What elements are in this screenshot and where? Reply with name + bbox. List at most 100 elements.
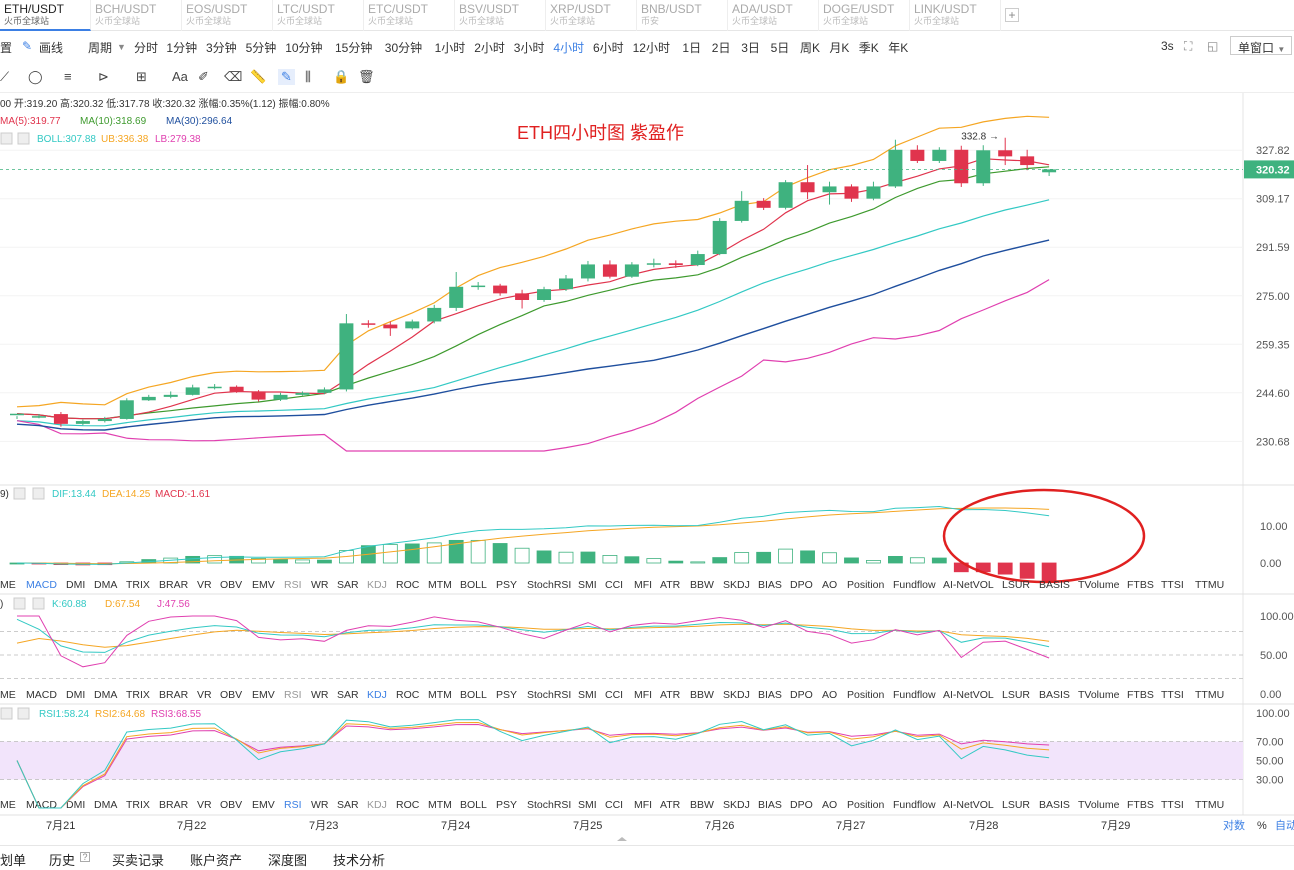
add-tab-button[interactable]: + <box>1005 8 1019 22</box>
brush-tool-icon[interactable]: ✐ <box>198 69 209 84</box>
indicator-tab: DPO <box>790 799 813 811</box>
tab-eth-usdt[interactable]: ETH/USDT 火币全球站 <box>0 0 91 31</box>
period-button[interactable]: 周期 <box>88 41 113 55</box>
lock-tool-icon[interactable]: 🔒 <box>333 69 350 84</box>
period-1小时[interactable]: 1小时 <box>434 41 466 55</box>
period-4小时[interactable]: 4小时 <box>553 41 585 55</box>
period-周K[interactable]: 周K <box>800 41 821 55</box>
tab-bsv-usdt[interactable]: BSV/USDT 火币全球站 <box>455 0 546 31</box>
tab-ada-usdt[interactable]: ADA/USDT 火币全球站 <box>728 0 819 31</box>
period-5日[interactable]: 5日 <box>770 41 790 55</box>
magnet-tool-icon[interactable]: ✎ <box>278 69 295 85</box>
bottom-tab-4[interactable]: 深度图 <box>268 853 308 868</box>
indicator-tab: FTBS <box>1127 689 1154 701</box>
candle-body <box>624 264 639 277</box>
indicator-tab: MTM <box>428 799 452 811</box>
refresh-interval[interactable]: 3s <box>1161 39 1174 53</box>
draw-button[interactable]: 画线 <box>39 41 64 55</box>
indicator-tab: WR <box>311 579 329 591</box>
period-10分钟[interactable]: 10分钟 <box>285 41 323 55</box>
tab-symbol: ETH/USDT <box>4 2 64 16</box>
macd-histogram-bar <box>426 542 442 564</box>
tab-xrp-usdt[interactable]: XRP/USDT 火币全球站 <box>546 0 637 31</box>
indicator-tab: StochRSI <box>527 799 571 811</box>
candle-body <box>910 149 925 161</box>
period-30分钟[interactable]: 30分钟 <box>384 41 423 55</box>
bottom-tab-0[interactable]: 划单 <box>0 853 27 868</box>
chart-annotation-text: ETH四小时图 紫盈作 <box>517 123 684 143</box>
chevron-down-icon: ▼ <box>117 42 126 52</box>
period-2小时[interactable]: 2小时 <box>474 41 505 55</box>
line-tool-icon[interactable]: ⟋ <box>0 69 10 84</box>
indicator-tab: SAR <box>337 689 359 701</box>
period-1分钟[interactable]: 1分钟 <box>166 41 198 55</box>
period-15分钟[interactable]: 15分钟 <box>335 41 373 55</box>
macd-histogram-bar <box>909 557 925 564</box>
indicator-tab: Fundflow <box>893 579 936 591</box>
pencil-icon[interactable]: ✎ <box>22 39 33 53</box>
circle-tool-icon[interactable]: ◯ <box>28 69 43 84</box>
indicator-tab: BIAS <box>758 689 782 701</box>
indicator-tab: FTBS <box>1127 799 1154 811</box>
window-icon[interactable]: ◱ <box>1207 39 1219 53</box>
period-分时[interactable]: 分时 <box>134 41 159 55</box>
period-月K[interactable]: 月K <box>829 41 850 55</box>
kdj-prefix: ) <box>0 599 3 610</box>
fullscreen-icon[interactable]: ⛶ <box>1184 39 1193 53</box>
ruler-tool-icon[interactable]: 📏 <box>250 69 267 84</box>
chart-area[interactable]: 327.82 309.17 291.59 275.00 259.35 244.60 230.… <box>0 0 1294 845</box>
grid-tool-icon[interactable]: ⊞ <box>136 69 147 84</box>
tab-ltc-usdt[interactable]: LTC/USDT 火币全球站 <box>273 0 364 31</box>
period-3小时[interactable]: 3小时 <box>513 41 545 55</box>
period-3日[interactable]: 3日 <box>741 41 760 55</box>
indicator-tab: ROC <box>396 689 420 701</box>
tab-bch-usdt[interactable]: BCH/USDT 火币全球站 <box>91 0 182 31</box>
period-年K[interactable]: 年K <box>888 41 909 55</box>
period-12小时[interactable]: 12小时 <box>632 41 670 55</box>
indicator-tab: BOLL <box>460 799 487 811</box>
macd-histogram-bar <box>558 551 574 564</box>
window-select[interactable]: 单窗口 ▼ <box>1230 36 1293 55</box>
eraser-tool-icon[interactable]: ⌫ <box>224 69 243 84</box>
candle-tool-icon[interactable]: ⫼ <box>305 69 311 84</box>
indicator-tab: SKDJ <box>723 689 750 701</box>
candle-body <box>690 254 705 266</box>
candle-body <box>10 413 24 416</box>
period-3分钟[interactable]: 3分钟 <box>206 41 237 55</box>
period-6小时[interactable]: 6小时 <box>593 41 624 55</box>
period-2日[interactable]: 2日 <box>711 41 731 55</box>
tab-link-usdt[interactable]: LINK/USDT 火币全球站 <box>910 0 1001 31</box>
tab-exchange: 火币全球站 <box>823 16 869 26</box>
candle-body <box>537 289 552 300</box>
indicator-tab: AO <box>822 579 837 591</box>
bottom-tab-1[interactable]: 历史 <box>49 853 76 868</box>
help-icon[interactable]: ? <box>80 852 90 862</box>
period-1日[interactable]: 1日 <box>682 41 702 55</box>
tab-etc-usdt[interactable]: ETC/USDT 火币全球站 <box>364 0 455 31</box>
macd-histogram-bar <box>492 543 508 564</box>
tab-eos-usdt[interactable]: EOS/USDT 火币全球站 <box>182 0 273 31</box>
tab-doge-usdt[interactable]: DOGE/USDT 火币全球站 <box>819 0 910 31</box>
bottom-tab-2[interactable]: 买卖记录 <box>112 853 165 868</box>
indicator-tab: TRIX <box>126 799 150 811</box>
bottom-tab-3[interactable]: 账户资产 <box>190 853 243 868</box>
tab-exchange: 火币全球站 <box>368 16 414 26</box>
tab-symbol: BNB/USDT <box>641 2 702 16</box>
ma30-line <box>16 239 1050 431</box>
tab-bnb-usdt[interactable]: BNB/USDT 币安 <box>637 0 728 31</box>
dif-line <box>16 505 1050 565</box>
period-5分钟[interactable]: 5分钟 <box>245 41 277 55</box>
candle-body <box>449 286 464 308</box>
period-季K[interactable]: 季K <box>858 41 879 55</box>
text-tool-icon[interactable]: Aa <box>172 69 188 84</box>
parallel-tool-icon[interactable]: ≡ <box>64 69 72 84</box>
candle-body <box>580 264 595 279</box>
macd-histogram-bar <box>536 550 552 564</box>
j-line <box>17 615 1050 668</box>
bottom-tab-5[interactable]: 技术分析 <box>333 853 386 868</box>
settings-button[interactable]: 置 <box>0 41 13 55</box>
macd-histogram-bar <box>273 558 288 564</box>
trash-icon[interactable]: 🗑 <box>358 69 375 84</box>
dea-legend: DEA:14.25 <box>102 489 151 500</box>
pitchfork-tool-icon[interactable]: ⊳ <box>98 69 109 84</box>
